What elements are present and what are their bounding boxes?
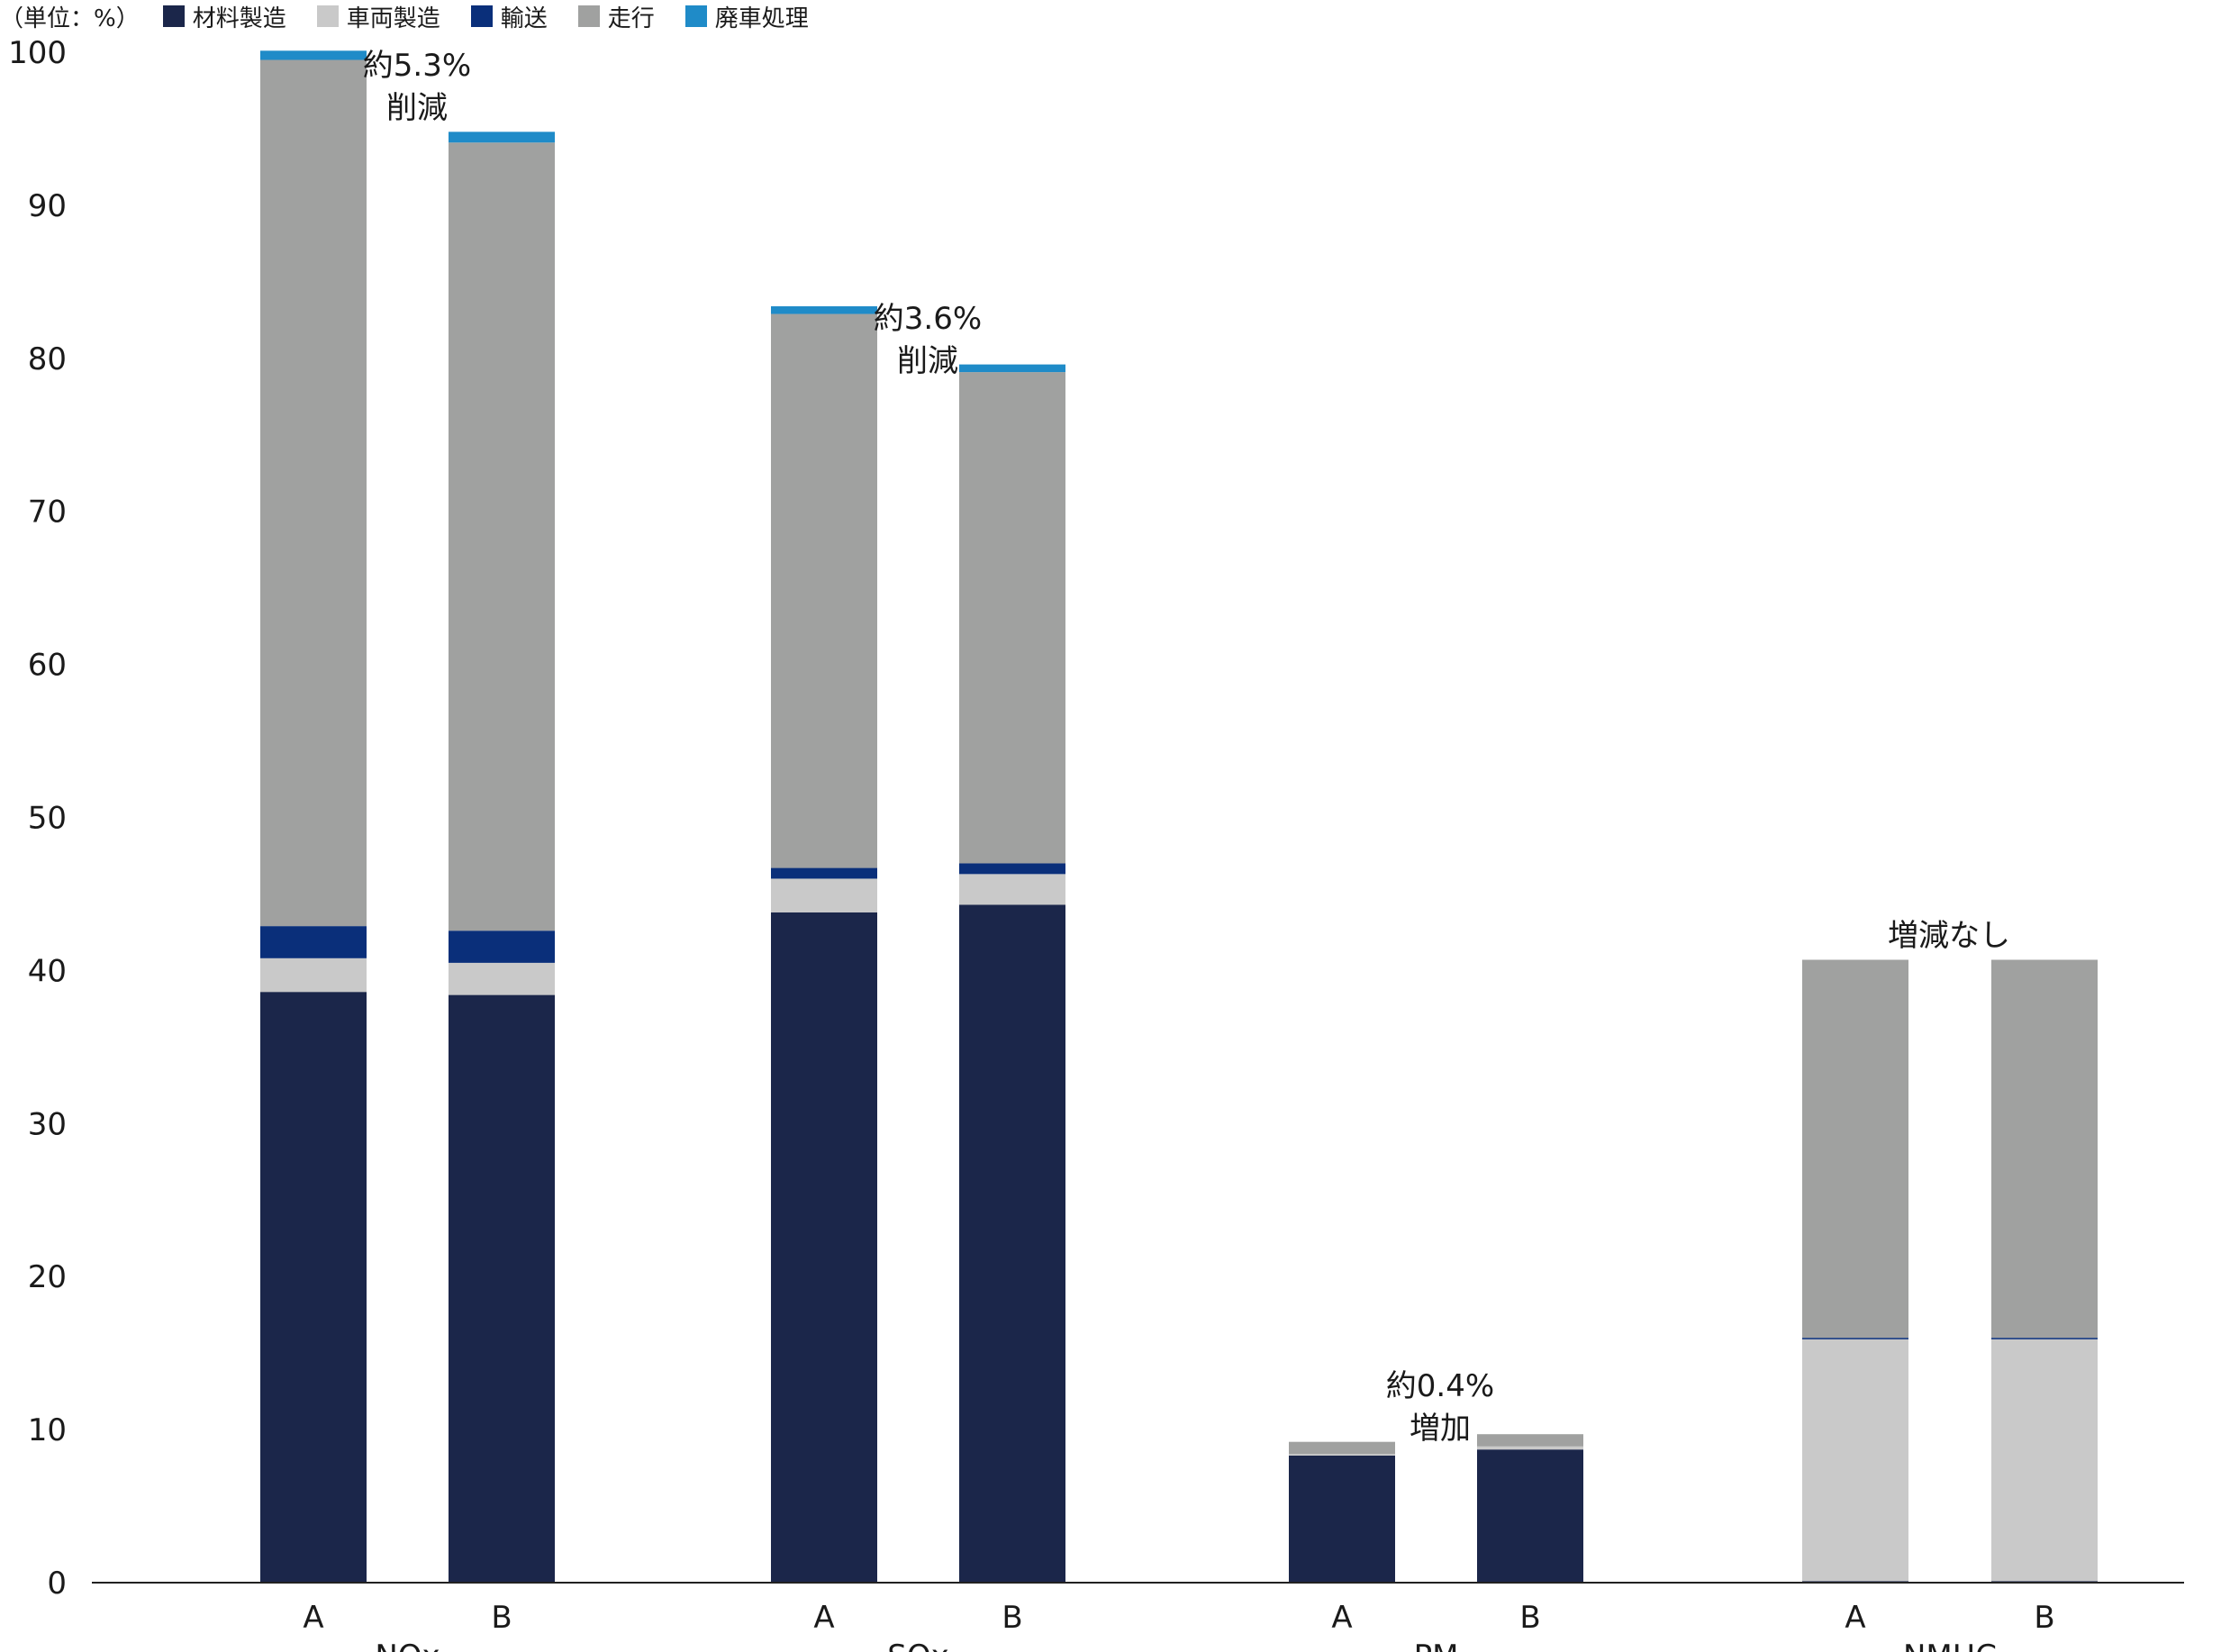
y-tick-label: 100: [8, 35, 67, 71]
bar-segment-nox-b-4: [449, 132, 555, 143]
annotation-nox: 約5.3%: [363, 48, 471, 84]
group-label: NOx: [375, 1638, 440, 1652]
y-tick-label: 20: [28, 1259, 67, 1295]
x-tick-label: B: [1002, 1600, 1022, 1636]
legend-item-disposal: 廃車処理: [684, 0, 809, 33]
bar-segment-sox-b-0: [959, 904, 1065, 1583]
bar-segment-sox-a-4: [771, 306, 877, 314]
bar-segment-nmhc-a-2: [1802, 1338, 1908, 1339]
legend-label-disposal: 廃車処理: [714, 5, 809, 32]
annotation-sox: 削減: [897, 343, 958, 379]
annotation-pm: 約0.4%: [1386, 1368, 1494, 1404]
group-label: PM: [1414, 1638, 1459, 1652]
x-tick-label: A: [1331, 1600, 1352, 1636]
bar-segment-sox-a-2: [771, 867, 877, 879]
bar-segment-sox-b-1: [959, 874, 1065, 905]
legend-swatch-disposal: [684, 5, 707, 27]
x-tick-label: B: [2034, 1600, 2054, 1636]
x-tick-label: B: [491, 1600, 512, 1636]
bar-segment-nox-a-1: [260, 958, 367, 993]
y-tick-label: 50: [28, 801, 67, 837]
bar-segment-nox-b-3: [449, 142, 555, 931]
bar-segment-nox-a-2: [260, 926, 367, 958]
y-tick-label: 10: [28, 1412, 67, 1448]
legend-swatch-driving: [577, 5, 600, 27]
legend-label-material: 材料製造: [192, 5, 286, 32]
y-tick-label: 60: [28, 648, 67, 684]
x-tick-label: A: [303, 1600, 323, 1636]
legend-item-driving: 走行: [577, 0, 655, 33]
bar-segment-sox-a-0: [771, 912, 877, 1583]
y-tick-label: 90: [28, 188, 67, 224]
y-tick-label: 80: [28, 341, 67, 377]
x-tick-label: B: [1519, 1600, 1540, 1636]
chart-legend: （単位：%） 材料製造 車両製造 輸送 走行 廃車処理: [0, 0, 839, 32]
bar-segment-pm-b-1: [1477, 1446, 1583, 1450]
bar-segment-sox-b-4: [959, 364, 1065, 373]
bar-segment-nmhc-a-3: [1802, 959, 1908, 1339]
legend-item-material: 材料製造: [162, 0, 286, 33]
bar-segment-nox-b-0: [449, 994, 555, 1583]
legend-label-vehicle: 車両製造: [346, 5, 440, 32]
legend-label-transport: 輸送: [500, 5, 548, 32]
bar-segment-nmhc-b-3: [1991, 959, 2098, 1339]
bar-segment-nox-a-4: [260, 50, 367, 60]
bar-segment-nmhc-b-1: [1991, 1339, 2098, 1582]
bar-segment-sox-b-3: [959, 372, 1065, 864]
x-tick-label: A: [813, 1600, 834, 1636]
bar-segment-pm-b-0: [1477, 1449, 1583, 1583]
y-tick-label: 30: [28, 1106, 67, 1142]
annotation-pm: 増加: [1410, 1411, 1471, 1447]
bar-segment-pm-b-3: [1477, 1434, 1583, 1447]
annotation-nox: 削減: [386, 90, 448, 126]
bar-segment-nox-a-3: [260, 59, 367, 927]
unit-label: （単位：%）: [0, 5, 140, 32]
bar-segment-nox-a-0: [260, 992, 367, 1583]
bar-segment-nox-b-1: [449, 962, 555, 995]
x-tick-label: A: [1845, 1600, 1865, 1636]
legend-label-driving: 走行: [607, 5, 655, 32]
bar-segment-nox-b-2: [449, 930, 555, 963]
bar-segment-pm-a-3: [1289, 1441, 1395, 1455]
legend-item-transport: 輸送: [470, 0, 548, 33]
group-label: SOx: [887, 1638, 948, 1652]
y-tick-label: 0: [47, 1566, 67, 1602]
bar-segment-nmhc-a-1: [1802, 1339, 1908, 1582]
bar-segment-pm-a-1: [1289, 1454, 1395, 1456]
bar-segment-sox-a-3: [771, 313, 877, 868]
group-label: NMHC: [1903, 1638, 1997, 1652]
annotation-sox: 約3.6%: [874, 301, 982, 337]
bar-segment-sox-a-1: [771, 878, 877, 912]
legend-swatch-transport: [470, 5, 493, 27]
legend-swatch-vehicle: [316, 5, 339, 27]
bar-segment-sox-b-2: [959, 863, 1065, 875]
y-tick-label: 40: [28, 953, 67, 989]
bar-segment-nmhc-b-2: [1991, 1338, 2098, 1339]
legend-item-vehicle: 車両製造: [316, 0, 440, 33]
legend-swatch-material: [162, 5, 185, 27]
y-tick-label: 70: [28, 495, 67, 531]
annotation-nmhc: 増減なし: [1888, 918, 2010, 954]
bar-segment-pm-a-0: [1289, 1455, 1395, 1583]
